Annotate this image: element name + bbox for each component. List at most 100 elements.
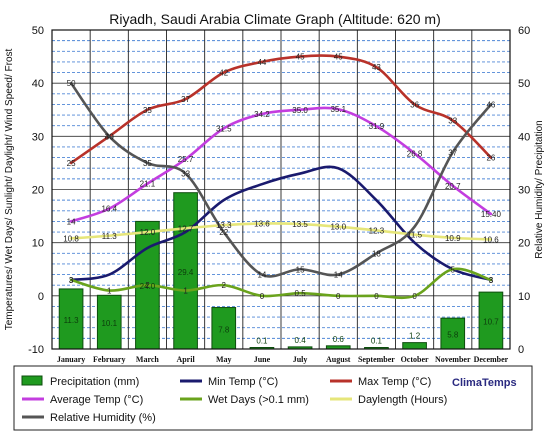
legend-label-wet-days-mm: Wet Days (>0.1 mm): [208, 394, 309, 406]
y-tick-left: 40: [32, 78, 44, 90]
x-tick-label: November: [435, 355, 471, 364]
point-label-average-temp-c: 26.8: [407, 149, 423, 158]
y-tick-left: 10: [32, 238, 44, 250]
brand-label: ClimaTemps: [452, 377, 517, 389]
x-tick-label: July: [293, 355, 308, 364]
point-label-max-temp-c: 30: [105, 132, 114, 141]
point-label-relative-humidity: 35: [143, 159, 152, 168]
point-label-relative-humidity: 40: [105, 132, 114, 141]
point-label-average-temp-c: 35.0: [292, 106, 308, 115]
x-tick-label: April: [176, 355, 195, 364]
y-tick-right: 40: [518, 131, 530, 143]
point-label-average-temp-c: 35.1: [330, 105, 346, 114]
point-label-wet-days-mm: 1: [107, 287, 112, 296]
point-label-max-temp-c: 37: [181, 95, 190, 104]
point-label-daylength-hours: 11.5: [407, 231, 423, 240]
point-label-wet-days-mm: 0: [260, 292, 265, 301]
point-label-relative-humidity: 14: [334, 271, 343, 280]
point-label-wet-days-mm: 3: [69, 276, 74, 285]
y-tick-right: 20: [518, 238, 530, 250]
point-label-average-temp-c: 21.1: [140, 180, 156, 189]
legend: Precipitation (mm) Min Temp (°C) Max Temp …: [13, 365, 533, 431]
x-tick-label: September: [358, 355, 395, 364]
y-tick-left: 0: [38, 291, 44, 303]
point-label-max-temp-c: 35: [143, 106, 152, 115]
point-label-max-temp-c: 43: [372, 63, 381, 72]
point-label-max-temp-c: 26: [486, 154, 495, 163]
point-label-max-temp-c: 45: [334, 53, 343, 62]
point-label-wet-days-mm: 0: [412, 292, 417, 301]
point-label-average-temp-c: 14: [67, 217, 76, 226]
line-min-temp-c: [69, 165, 493, 282]
point-label-daylength-hours: 12.7: [178, 224, 194, 233]
point-label-wet-days-mm: 0.5: [295, 289, 307, 298]
legend-label-min-temp-c: Min Temp (°C): [208, 376, 278, 388]
point-label-relative-humidity: 14: [257, 271, 266, 280]
point-label-relative-humidity: 37: [448, 148, 457, 157]
point-label-average-temp-c: 16.4: [101, 205, 117, 214]
bar-label: 24.0: [140, 282, 156, 291]
point-label-daylength-hours: 10.9: [445, 234, 461, 243]
bar-label: 0.1: [256, 337, 268, 346]
point-label-average-temp-c: 20.7: [445, 182, 461, 191]
point-label-min-temp-c: 3: [489, 276, 494, 285]
point-label-daylength-hours: 12.0: [140, 228, 156, 237]
point-label-wet-days-mm: 3: [489, 276, 494, 285]
plot-frame: [51, 29, 511, 350]
point-label-wet-days-mm: 1: [183, 287, 188, 296]
y-tick-right: 0: [518, 344, 524, 356]
point-label-daylength-hours: 13.6: [254, 220, 270, 229]
point-label-relative-humidity: 15: [296, 265, 305, 274]
legend-label-daylength-hours: Daylength (Hours): [358, 394, 447, 406]
x-tick-label: March: [136, 355, 160, 364]
point-label-max-temp-c: 25: [67, 159, 76, 168]
point-label-max-temp-c: 36: [410, 100, 419, 109]
line-relative-humidity: [69, 81, 493, 278]
point-label-max-temp-c: 45: [296, 53, 305, 62]
x-tick-label: June: [254, 355, 271, 364]
y-tick-left: 50: [32, 25, 44, 37]
x-tick-label: October: [401, 355, 429, 364]
point-label-relative-humidity: 22: [219, 228, 228, 237]
line-average-temp-c: [69, 106, 493, 223]
point-label-relative-humidity: 46: [486, 100, 495, 109]
point-label-relative-humidity: 50: [67, 79, 76, 88]
bar-label: 1.2: [409, 332, 421, 341]
point-label-min-temp-c: 3: [69, 276, 74, 285]
point-label-relative-humidity: 33: [181, 170, 190, 179]
legend-box: [13, 365, 533, 431]
point-label-average-temp-c: 31.5: [216, 124, 232, 133]
x-tick-label: May: [216, 355, 232, 364]
point-label-daylength-hours: 10.6: [483, 235, 499, 244]
legend-label-max-temp-c: Max Temp (°C): [358, 376, 431, 388]
bar-label: 5.8: [447, 331, 459, 340]
point-label-daylength-hours: 10.8: [63, 234, 79, 243]
point-label-wet-days-mm: 2: [145, 281, 150, 290]
data-labels: 11.3 10.124.029.47.80.1 0.4 0.6 0.11.2 5.810.…: [63, 53, 501, 346]
point-label-average-temp-c: 25.7: [178, 155, 194, 164]
y-tick-left: 20: [32, 185, 44, 197]
legend-swatch-precipitation-mm: [21, 375, 43, 386]
y-axis-label-right: Relative Humidity/ Precipitation: [534, 120, 545, 258]
y-tick-right: 10: [518, 291, 530, 303]
x-tick-label: August: [326, 355, 351, 364]
bar-label: 7.8: [218, 325, 230, 334]
y-axis-label-left: Temperatures/ Wet Days/ Sunlight/ Daylig…: [4, 48, 15, 330]
line-max-temp-c: [69, 54, 493, 165]
legend-label-average-temp-c: Average Temp (°C): [50, 394, 143, 406]
line-wet-days-mm: [69, 267, 493, 300]
bar-label: 11.3: [64, 316, 80, 325]
point-label-wet-days-mm: 2: [222, 281, 227, 290]
point-label-daylength-hours: 13.3: [216, 221, 232, 230]
point-label-average-temp-c: 34.2: [254, 110, 270, 119]
point-label-daylength-hours: 13.5: [292, 220, 308, 229]
x-tick-label: January: [57, 355, 85, 364]
y-tick-right: 50: [518, 78, 530, 90]
y-tick-left: -10: [28, 344, 44, 356]
x-tick-label: February: [93, 355, 125, 364]
legend-label-precipitation-mm: Precipitation (mm): [50, 376, 139, 388]
point-label-wet-days-mm: 0: [336, 292, 341, 301]
